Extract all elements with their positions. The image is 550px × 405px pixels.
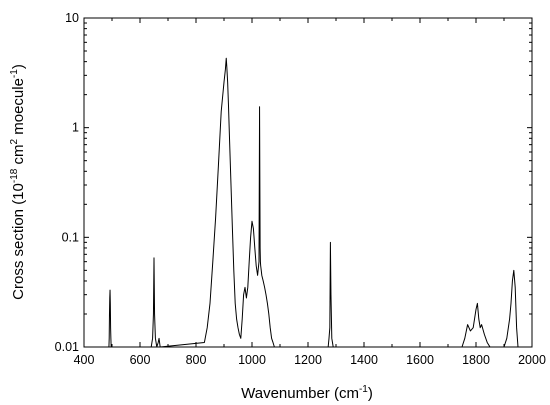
- axis-ticks: [83, 17, 533, 348]
- x-tick-label: 1600: [406, 353, 434, 367]
- series-line: [108, 57, 519, 348]
- x-tick-label: 2000: [518, 353, 546, 367]
- x-axis-title: Wavenumber (cm-1): [241, 384, 373, 402]
- x-tick-label: 600: [130, 353, 151, 367]
- x-tick-label: 400: [74, 353, 95, 367]
- x-tick-label: 1200: [294, 353, 322, 367]
- x-tick-label: 1800: [462, 353, 490, 367]
- tick-labels: 400 600 800 1000 1200 1400 1600 1800 2000 0.01 0.1…: [55, 11, 546, 367]
- plot-frame: [83, 17, 533, 348]
- y-tick-label: 0.1: [62, 230, 79, 244]
- series-layer: [108, 57, 519, 348]
- y-tick-label: 10: [65, 11, 79, 25]
- y-tick-label: 1: [72, 121, 79, 135]
- y-axis-title: Cross section (10-18 cm2 moecule-1): [9, 64, 27, 300]
- x-tick-label: 800: [186, 353, 207, 367]
- x-tick-label: 1400: [350, 353, 378, 367]
- x-tick-label: 1000: [238, 353, 266, 367]
- y-tick-label: 0.01: [55, 340, 79, 354]
